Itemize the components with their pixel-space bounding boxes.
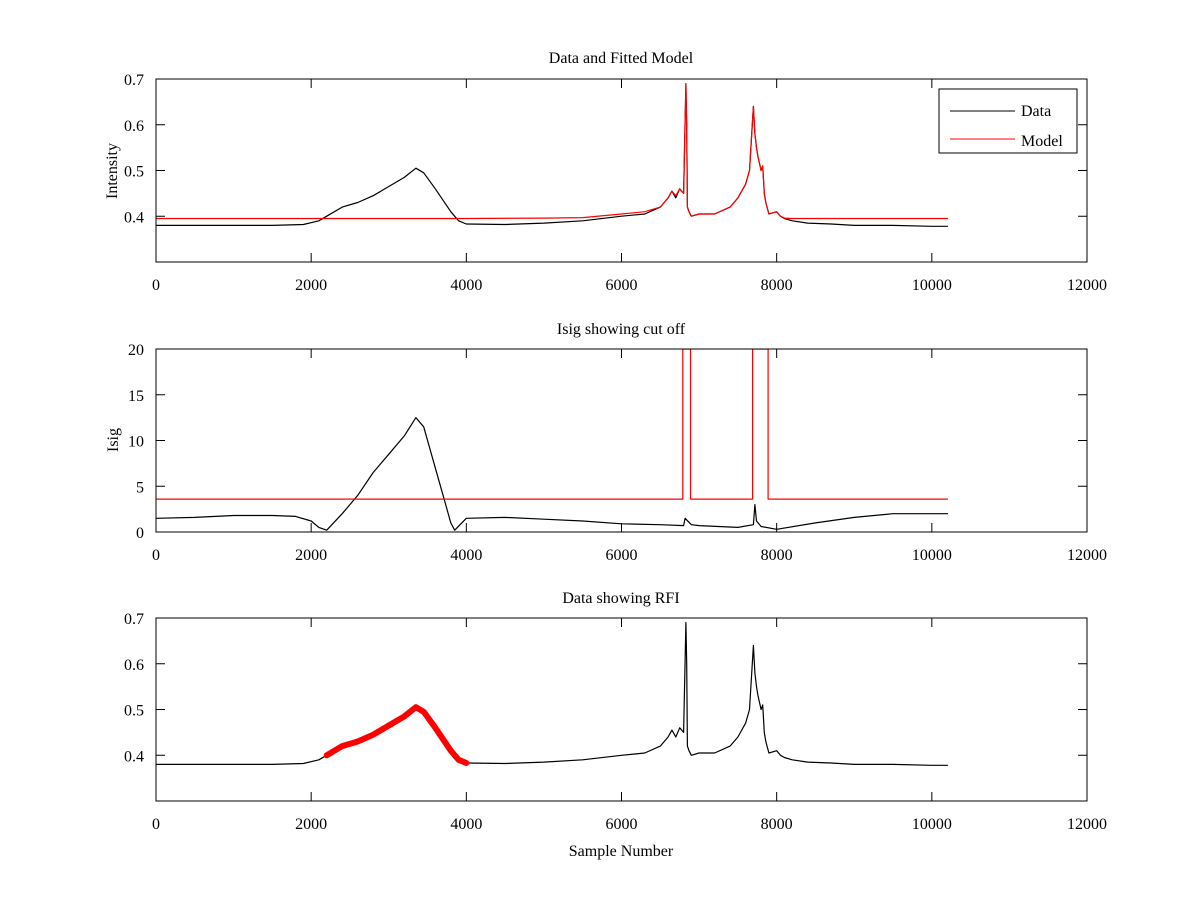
x-tick-label: 4000	[450, 547, 482, 564]
x-tick-label: 6000	[606, 816, 638, 833]
y-tick-label: 15	[128, 388, 144, 405]
panel-title: Data and Fitted Model	[549, 50, 694, 67]
x-tick-label: 8000	[761, 547, 793, 564]
x-tick-label: 12000	[1067, 547, 1107, 564]
y-tick-label: 20	[128, 342, 144, 359]
legend: Data Model	[938, 88, 1078, 154]
y-tick-label: 0.7	[124, 611, 144, 628]
x-tick-label: 10000	[912, 277, 952, 294]
x-tick-label: 4000	[450, 816, 482, 833]
legend-model-label: Model	[1021, 133, 1063, 150]
panel-title: Data showing RFI	[562, 590, 679, 607]
x-tick-label: 4000	[450, 277, 482, 294]
y-tick-label: 10	[128, 434, 144, 451]
series-line-model	[156, 82, 949, 220]
y-axis-label: Intensity	[104, 143, 121, 199]
panel-data-and-fitted-model: Data and Fitted Model Intensity 0 2000 400…	[104, 50, 1107, 294]
y-tick-label: 0.4	[124, 748, 144, 765]
y-tick-label: 0.4	[124, 209, 144, 226]
series-line-data	[156, 417, 949, 531]
x-tick-label: 12000	[1067, 277, 1107, 294]
series-group	[156, 82, 949, 227]
x-tick-label: 6000	[606, 547, 638, 564]
panel-data-showing-rfi: Data showing RFI Sample Number 0 2000 4000…	[124, 590, 1107, 860]
x-tick-label: 10000	[912, 547, 952, 564]
x-tick-label: 0	[152, 816, 160, 833]
x-tick-label: 6000	[606, 277, 638, 294]
y-tick-label: 0.6	[124, 118, 144, 135]
x-tick-label: 8000	[761, 277, 793, 294]
y-tick-label: 0	[136, 525, 144, 542]
y-axis-label: Isig	[105, 428, 122, 452]
panel-title: Isig showing cut off	[557, 321, 686, 338]
x-axis-label: Sample Number	[569, 843, 674, 860]
x-tick-label: 10000	[912, 816, 952, 833]
x-tick-label: 2000	[295, 547, 327, 564]
series-line-rfi	[323, 704, 470, 766]
series-group	[156, 349, 949, 531]
y-tick-label: 0.6	[124, 657, 144, 674]
x-tick-label: 8000	[761, 816, 793, 833]
legend-data-label: Data	[1021, 103, 1051, 120]
x-tick-label: 0	[152, 547, 160, 564]
legend-box	[938, 88, 1078, 154]
panel-isig-showing-cut-off: Isig showing cut off Isig 0 2000 4000 6000 8…	[105, 321, 1107, 564]
y-tick-label: 0.7	[124, 72, 144, 89]
x-tick-label: 0	[152, 277, 160, 294]
x-tick-label: 2000	[295, 277, 327, 294]
series-line-cutoff	[156, 349, 949, 500]
y-tick-label: 0.5	[124, 703, 144, 720]
x-tick-label: 12000	[1067, 816, 1107, 833]
x-tick-label: 2000	[295, 816, 327, 833]
y-tick-label: 5	[136, 479, 144, 496]
series-group	[156, 621, 949, 766]
y-tick-label: 0.5	[124, 164, 144, 181]
